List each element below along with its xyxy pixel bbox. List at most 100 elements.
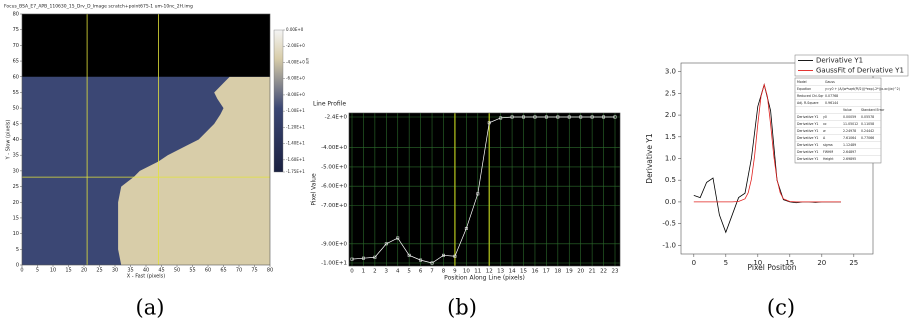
colorbar-tick-label: -6.00E+0 bbox=[286, 76, 305, 81]
table-cell: 2.24978 bbox=[843, 129, 856, 133]
y-tick-label: 65 bbox=[13, 59, 19, 65]
y-tick-label: 20 bbox=[13, 200, 19, 206]
table-cell: 2.69895 bbox=[843, 157, 856, 161]
table-cell: 0.05578 bbox=[861, 115, 874, 119]
y-tick-label: -1.00E+1 bbox=[321, 261, 347, 267]
y-tick-label: 3.0 bbox=[665, 68, 676, 76]
table-cell: Derivative Y1 bbox=[797, 115, 818, 119]
table-cell: y0 bbox=[823, 115, 827, 119]
table-cell: y=y0 + (A/(w*sqrt(PI/2)))*exp(-2*((x-xc)… bbox=[825, 87, 900, 91]
x-tick-label: 30 bbox=[112, 268, 118, 274]
table-cell: 7.61064 bbox=[843, 136, 856, 140]
y-tick-label: 1.5 bbox=[665, 133, 676, 141]
caption: (b) bbox=[447, 296, 477, 320]
y-tick-label: 2.0 bbox=[665, 111, 676, 119]
y-tick-label: 1.0 bbox=[665, 155, 676, 163]
x-tick-label: 1 bbox=[362, 269, 366, 275]
y-tick-label: 10 bbox=[13, 231, 19, 237]
x-tick-label: 5 bbox=[36, 268, 39, 274]
table-cell: 0.96144 bbox=[825, 101, 838, 105]
x-tick-label: 4 bbox=[396, 269, 400, 275]
x-tick-label: 55 bbox=[189, 268, 195, 274]
table-cell: Standard Error bbox=[861, 108, 885, 112]
colorbar-label: um bbox=[305, 58, 310, 65]
x-tick-label: 2 bbox=[373, 269, 377, 275]
x-tick-label: 0 bbox=[350, 269, 354, 275]
x-tick-label: 18 bbox=[554, 269, 561, 275]
caption: (a) bbox=[136, 296, 165, 320]
y-tick-label: -2.4E+0 bbox=[325, 115, 348, 121]
y-axis-label: Pixel Value bbox=[311, 173, 318, 206]
y-tick-label: 0.0 bbox=[665, 198, 676, 206]
x-tick-label: 20 bbox=[81, 268, 87, 274]
colorbar-tick-label: -2.00E+0 bbox=[286, 43, 305, 48]
x-tick-label: 80 bbox=[267, 268, 273, 274]
y-tick-label: 80 bbox=[13, 12, 19, 18]
table-cell: Derivative Y1 bbox=[797, 129, 818, 133]
table-cell: Derivative Y1 bbox=[797, 150, 818, 154]
table-cell: Adj. R-Square bbox=[797, 101, 819, 105]
table-cell: Value bbox=[843, 108, 852, 112]
y-tick-label: -0.5 bbox=[662, 220, 676, 228]
x-tick-label: 70 bbox=[236, 268, 242, 274]
table-cell: 0.00059 bbox=[843, 115, 856, 119]
colorbar-tick-label: -1.60E+1 bbox=[286, 157, 305, 162]
colorbar-tick-label: -1.75E+1 bbox=[286, 169, 305, 174]
chart-title: Line Profile bbox=[313, 101, 346, 108]
x-axis-label: Pixel Position bbox=[748, 263, 797, 272]
y-tick-label: -9.00E+0 bbox=[321, 241, 347, 247]
x-tick-label: 0 bbox=[20, 268, 23, 274]
y-tick-label: 0.5 bbox=[665, 176, 676, 184]
table-cell: Model bbox=[797, 80, 807, 84]
colorbar bbox=[274, 30, 283, 172]
caption: (c) bbox=[767, 296, 795, 320]
x-tick-label: 16 bbox=[531, 269, 538, 275]
x-axis-label: Position Along Line (pixels) bbox=[444, 275, 525, 282]
chart-title: Focus_BSA_E7_APB_110630_15_Drv_D_Image s… bbox=[4, 4, 193, 10]
y-tick-label: 5 bbox=[16, 247, 19, 253]
x-tick-label: 6 bbox=[419, 269, 423, 275]
x-tick-label: 23 bbox=[612, 269, 619, 275]
y-axis-label: Derivative Y1 bbox=[645, 133, 654, 184]
y-tick-label: 25 bbox=[13, 184, 19, 190]
table-cell: Reduced Chi-Sqr bbox=[797, 94, 824, 98]
table-cell: 0.24442 bbox=[861, 129, 874, 133]
figure: (a) (b) (c) Focus_BSA_E7_APB_110630_15_D… bbox=[0, 0, 909, 329]
legend-label: Derivative Y1 bbox=[816, 57, 863, 65]
y-tick-label: -4.00E+0 bbox=[321, 145, 347, 151]
table-cell: FWHM bbox=[823, 150, 833, 154]
table-cell: Derivative Y1 bbox=[797, 157, 818, 161]
y-tick-label: -1.0 bbox=[662, 241, 676, 249]
x-tick-label: 20 bbox=[577, 269, 584, 275]
table-cell: xc bbox=[823, 122, 827, 126]
x-tick-label: 65 bbox=[220, 268, 226, 274]
x-tick-label: 7 bbox=[430, 269, 434, 275]
y-tick-label: 70 bbox=[13, 43, 19, 49]
y-tick-label: 35 bbox=[13, 153, 19, 159]
x-tick-label: 22 bbox=[600, 269, 607, 275]
y-tick-label: 30 bbox=[13, 168, 19, 174]
y-tick-label: 2.5 bbox=[665, 89, 676, 97]
y-tick-label: 75 bbox=[13, 27, 19, 33]
table-cell: Equation bbox=[797, 87, 811, 91]
x-tick-label: 75 bbox=[251, 268, 257, 274]
mask-region bbox=[22, 14, 270, 77]
x-tick-label: 50 bbox=[174, 268, 180, 274]
table-cell: 1.12489 bbox=[843, 143, 856, 147]
table-cell: 0.11058 bbox=[861, 122, 874, 126]
colorbar-tick-label: -1.40E+1 bbox=[286, 141, 305, 146]
x-tick-label: 15 bbox=[65, 268, 71, 274]
y-tick-label: 15 bbox=[13, 215, 19, 221]
x-tick-label: 19 bbox=[566, 269, 573, 275]
x-axis-label: X - Fast (pixels) bbox=[127, 274, 165, 280]
x-tick-label: 3 bbox=[385, 269, 389, 275]
y-tick-label: 0 bbox=[16, 263, 19, 269]
x-tick-label: 20 bbox=[817, 259, 826, 267]
table-cell: 2.64897 bbox=[843, 150, 856, 154]
table-cell: w bbox=[823, 129, 826, 133]
x-tick-label: 21 bbox=[589, 269, 596, 275]
x-tick-label: 60 bbox=[205, 268, 211, 274]
x-tick-label: 0 bbox=[692, 259, 696, 267]
y-tick-label: 40 bbox=[13, 137, 19, 143]
y-tick-label: 60 bbox=[13, 74, 19, 80]
